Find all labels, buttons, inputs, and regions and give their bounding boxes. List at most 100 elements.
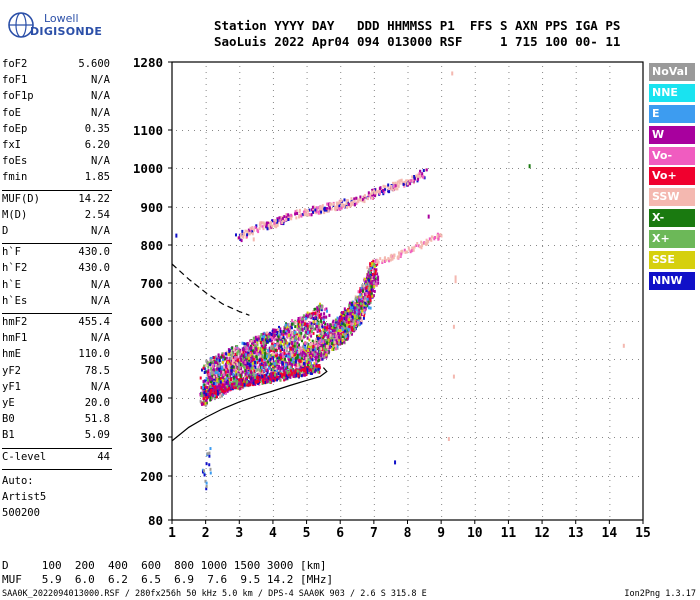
grid-dot-v	[407, 198, 409, 199]
echo-mark	[377, 275, 380, 279]
grid-dot-v	[508, 498, 510, 499]
grid-dot-h	[590, 245, 591, 246]
echo-mark	[203, 367, 206, 371]
grid-dot-v	[373, 84, 375, 85]
grid-dot-v	[205, 294, 207, 295]
grid-dot-v	[340, 84, 342, 85]
echo-mark	[332, 334, 335, 338]
echo-mark	[265, 369, 268, 373]
echo-mark	[326, 323, 329, 327]
grid-dot-v	[575, 462, 577, 463]
grid-dot-v	[508, 246, 510, 247]
echo-mark	[241, 370, 244, 374]
echo-mark	[289, 338, 292, 342]
grid-dot-v	[542, 186, 544, 187]
echo-mark	[358, 303, 361, 307]
grid-dot-h	[308, 130, 309, 131]
echo-mark	[258, 358, 261, 362]
grid-dot-v	[575, 492, 577, 493]
grid-dot-v	[508, 216, 510, 217]
grid-dot-h	[578, 283, 579, 284]
grid-dot-v	[542, 210, 544, 211]
echo-mark	[352, 300, 355, 304]
grid-dot-v	[508, 390, 510, 391]
echo-mark	[352, 324, 355, 328]
echo-mark	[210, 384, 213, 388]
grid-dot-v	[575, 426, 577, 427]
grid-dot-v	[239, 432, 241, 433]
echo-mark	[277, 343, 280, 347]
echo-mark	[305, 331, 308, 334]
echo-mark	[342, 322, 345, 326]
grid-dot-h	[524, 283, 525, 284]
grid-dot-v	[239, 336, 241, 337]
grid-dot-v	[542, 84, 544, 85]
grid-dot-h	[572, 476, 573, 477]
grid-dot-h	[470, 168, 471, 169]
grid-dot-h	[488, 130, 489, 131]
echo-mark	[374, 269, 377, 273]
grid-dot-v	[609, 348, 611, 349]
echo-mark	[279, 327, 282, 331]
grid-dot-v	[272, 300, 274, 301]
echo-mark	[339, 334, 342, 338]
grid-dot-v	[306, 294, 308, 295]
grid-dot-v	[474, 186, 476, 187]
grid-dot-h	[452, 130, 453, 131]
grid-dot-v	[340, 258, 342, 259]
grid-dot-v	[239, 102, 241, 103]
grid-dot-v	[272, 180, 274, 181]
echo-mark	[261, 346, 264, 350]
grid-dot-h	[248, 130, 249, 131]
echo-mark	[322, 345, 325, 349]
grid-dot-v	[306, 498, 308, 499]
grid-dot-h	[266, 130, 267, 131]
grid-dot-v	[239, 264, 241, 265]
grid-dot-v	[575, 144, 577, 145]
grid-dot-v	[373, 156, 375, 157]
grid-dot-h	[260, 207, 261, 208]
echo-mark	[341, 341, 343, 345]
grid-dot-v	[474, 390, 476, 391]
grid-dot-v	[575, 270, 577, 271]
grid-dot-v	[239, 450, 241, 451]
grid-dot-v	[373, 384, 375, 385]
grid-dot-v	[272, 120, 274, 121]
grid-dot-h	[476, 359, 477, 360]
grid-dot-h	[218, 398, 219, 399]
echo-mark	[263, 358, 266, 361]
echo-mark	[294, 363, 297, 367]
grid-dot-h	[308, 207, 309, 208]
echo-mark	[312, 348, 315, 352]
grid-dot-h	[398, 476, 399, 477]
echo-mark	[306, 311, 309, 315]
grid-dot-v	[474, 258, 476, 259]
grid-dot-v	[205, 318, 207, 319]
grid-dot-v	[441, 420, 443, 421]
echo-mark	[276, 356, 279, 360]
grid-dot-v	[508, 414, 510, 415]
echo-mark	[299, 359, 302, 363]
param-label: B1	[2, 429, 15, 442]
echo-mark	[288, 358, 290, 362]
echo-mark	[250, 366, 253, 370]
grid-dot-h	[296, 476, 297, 477]
grid-dot-v	[474, 234, 476, 235]
grid-dot-h	[572, 437, 573, 438]
grid-dot-v	[474, 444, 476, 445]
grid-dot-h	[518, 245, 519, 246]
grid-dot-h	[236, 168, 237, 169]
grid-dot-v	[272, 198, 274, 199]
echo-mark	[342, 313, 345, 317]
grid-dot-h	[410, 130, 411, 131]
grid-dot-v	[340, 396, 342, 397]
echo-mark	[282, 367, 285, 371]
param-label: yF1	[2, 380, 21, 393]
echo-mark	[253, 360, 256, 364]
grid-dot-v	[609, 234, 611, 235]
echo-mark	[311, 351, 314, 355]
param-value: N/A	[91, 278, 110, 291]
echo-mark	[290, 353, 293, 357]
grid-dot-v	[609, 108, 611, 109]
echo-mark	[272, 355, 275, 358]
